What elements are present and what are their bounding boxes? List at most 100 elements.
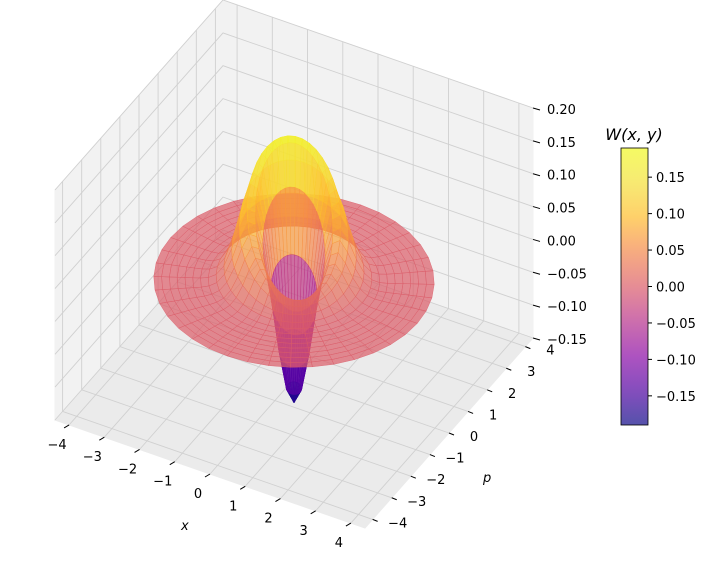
surface-patch [169, 276, 179, 290]
x-tick-label: −4 [48, 438, 67, 453]
y-tick-mark [410, 475, 417, 479]
y-tick-mark [525, 346, 531, 350]
gridline-z [54, 32, 534, 224]
x-tick-mark [204, 473, 211, 478]
surface-patch [161, 276, 171, 290]
y-tick-mark [506, 367, 512, 371]
surface-patch [290, 352, 311, 358]
surface-patch [200, 277, 210, 288]
surface-patch [184, 277, 194, 289]
colorbar-tick-label: 0.15 [656, 171, 685, 186]
x-tick-mark [275, 498, 281, 502]
surface-patch [401, 272, 412, 285]
surface-patch [291, 322, 305, 329]
y-tick-mark [467, 410, 474, 414]
surface-patch [281, 312, 293, 323]
surface-patch [292, 299, 302, 307]
y-tick-mark [448, 432, 455, 436]
y-tick-label: 4 [546, 344, 554, 359]
z-tick-mark [532, 238, 541, 242]
y-tick-label: 3 [527, 365, 535, 380]
y-tick-mark [429, 454, 436, 458]
surface-patch [290, 361, 313, 368]
gridline-z [54, 98, 534, 289]
y-tick-label: 0 [470, 430, 478, 445]
colorbar: −0.15 −0.10 −0.05 0.00 0.05 0.10 0.15 [620, 147, 696, 426]
y-tick-label: −1 [445, 452, 464, 467]
z-tick-label: 0.00 [547, 234, 576, 249]
colorbar-tick-label: −0.15 [656, 390, 696, 405]
colorbar-tick-label: 0.05 [656, 244, 685, 259]
gridline-z [54, 130, 534, 322]
surface-patch [292, 306, 303, 315]
x-tick-label: −3 [83, 450, 102, 465]
z-tick-label: −0.05 [547, 267, 587, 282]
z-tick-label: 0.20 [547, 103, 576, 118]
z-tick-label: 0.10 [547, 169, 576, 184]
y-tick-label: −4 [388, 516, 407, 531]
surface-patch [417, 271, 427, 285]
colorbar-tick-label: 0.00 [656, 281, 685, 296]
x-tick-label: −2 [118, 462, 137, 477]
surface-patch [291, 328, 306, 335]
surface-patch [394, 272, 404, 284]
x-tick-label: 3 [300, 524, 308, 539]
surface-patch [176, 276, 187, 289]
surface-patch [153, 276, 163, 291]
surface-patch [409, 271, 419, 285]
x-tick-label: 0 [194, 487, 202, 502]
z-tick-mark [532, 206, 541, 210]
z-tick-label: 0.15 [547, 136, 576, 151]
x-tick-mark [345, 522, 352, 527]
x-tick-mark [99, 436, 105, 441]
surface-patch [287, 135, 296, 144]
z-tick-label: 0.05 [547, 202, 576, 217]
surface-patch [378, 273, 388, 284]
surface-patch [290, 357, 312, 363]
x-axis-label: x [180, 519, 189, 534]
colorbar-tick-label: −0.10 [656, 353, 696, 368]
surface-patch [192, 277, 202, 288]
surface-patch [289, 186, 296, 256]
axis-ticks: −4−3−2−101234−4−3−2−101234−0.15−0.10−0.0… [48, 103, 587, 551]
x-tick-mark [63, 424, 70, 429]
y-tick-label: 1 [489, 408, 497, 423]
surface-plot [153, 135, 435, 403]
surface-patch [290, 342, 309, 349]
x-tick-label: 1 [229, 499, 237, 514]
z-tick-mark [532, 107, 541, 111]
z-tick-mark [532, 337, 541, 341]
y-tick-mark [391, 497, 397, 501]
gridline-z [54, 65, 534, 256]
colorbar-title: W(x, y) [605, 125, 662, 144]
x-tick-label: −1 [153, 475, 172, 490]
gridline-z [54, 0, 534, 191]
z-tick-mark [532, 140, 541, 144]
colorbar-tick-label: −0.05 [656, 317, 696, 332]
y-axis-label: p [482, 471, 491, 486]
surface-patch [282, 303, 293, 316]
surface-patch [331, 354, 355, 365]
z-tick-mark [532, 304, 541, 308]
surface-patch [291, 314, 304, 323]
z-tick-label: −0.10 [547, 300, 587, 315]
surface-patch [291, 333, 307, 339]
surface-patch [288, 142, 296, 188]
x-tick-mark [239, 485, 246, 490]
x-tick-label: 4 [335, 536, 343, 551]
colorbar-tick-label: 0.10 [656, 208, 685, 223]
y-tick-mark [372, 518, 378, 522]
x-tick-mark [134, 449, 140, 453]
z-tick-mark [532, 173, 541, 177]
z-tick-mark [532, 271, 541, 275]
y-tick-mark [486, 389, 493, 393]
x-tick-mark [169, 461, 176, 466]
surface-patch [290, 347, 310, 354]
y-tick-label: −3 [407, 495, 426, 510]
z-tick-label: −0.15 [547, 333, 587, 348]
colorbar-gradient [620, 147, 649, 426]
gridline-z [54, 163, 534, 355]
surface-patch [425, 270, 435, 285]
x-tick-label: 2 [264, 512, 272, 527]
